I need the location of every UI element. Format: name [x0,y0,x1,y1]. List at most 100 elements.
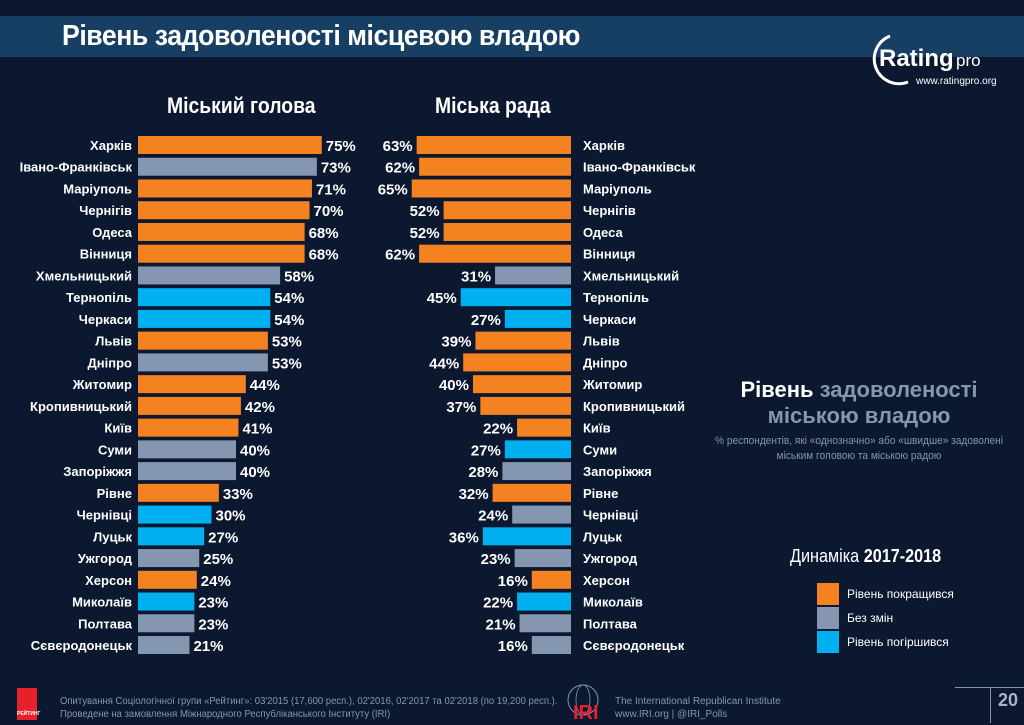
mayor-bar [138,462,236,481]
iri-info: The International Republican Institute w… [615,695,781,721]
mayor-bar [138,396,241,415]
council-category-label: Житомир [582,377,642,392]
mayor-category-label: Київ [104,421,132,436]
council-value-label: 52% [410,225,440,242]
legend-item-improved: Рівень покращився [817,583,954,605]
rating-logo-text: РЕЙТИНГ [17,711,41,717]
council-bar [502,462,571,481]
council-category-label: Маріуполь [583,181,652,196]
mayor-value-label: 21% [193,638,223,655]
council-chart-title: Міська рада [435,93,551,118]
mayor-category-label: Запоріжжя [63,464,132,479]
council-bar [475,331,571,350]
council-category-label: Сєвєродонецьк [583,638,685,653]
council-bar [482,527,571,546]
council-value-label: 21% [486,616,516,633]
svg-text:Rating: Rating [879,45,954,72]
council-value-label: 45% [427,290,457,307]
council-value-label: 27% [471,312,501,329]
side-subtitle-line2: міським головою та міською радою [776,450,942,462]
council-value-label: 32% [459,486,489,503]
council-bar [419,244,571,263]
council-bar [480,396,571,415]
council-bar [492,483,571,502]
side-title-rest2: міською владою [767,403,951,428]
mayor-value-label: 68% [309,247,339,264]
council-category-label: Миколаїв [583,595,643,610]
mayor-category-label: Харків [90,138,132,153]
mayor-category-label: Миколаїв [72,595,132,610]
mayor-category-label: Дніпро [88,355,133,370]
council-category-label: Чернівці [583,508,638,523]
council-category-label: Тернопіль [583,290,649,305]
council-category-label: Дніпро [583,355,628,370]
mayor-category-label: Кропивницький [30,399,132,414]
council-bar [531,570,571,589]
council-value-label: 36% [449,529,479,546]
mayor-value-label: 27% [208,529,238,546]
mayor-bar [138,201,310,220]
mayor-value-label: 24% [201,573,231,590]
mayor-category-label: Івано-Франківськ [20,160,133,175]
council-value-label: 65% [378,181,408,198]
council-value-label: 40% [439,377,469,394]
council-bar [512,505,571,524]
mayor-value-label: 53% [272,355,302,372]
side-subtitle-line1: % респондентів, які «однозначно» або «шв… [715,435,1003,447]
council-value-label: 63% [383,138,413,155]
mayor-category-label: Житомир [72,377,132,392]
council-category-label: Хмельницький [583,268,679,283]
mayor-bar [138,418,239,437]
mayor-bar [138,440,236,459]
mayor-bar [138,136,322,154]
side-title-rest1: задоволеності [819,377,978,402]
mayor-bar [138,353,268,372]
mayor-category-label: Чернівці [77,508,132,523]
council-category-label: Харків [583,138,625,153]
council-bar [460,288,571,307]
mayor-value-label: 58% [284,268,314,285]
mayor-value-label: 75% [326,138,356,155]
council-category-label: Суми [583,442,617,457]
council-category-label: Луцьк [583,529,622,544]
council-category-label: Ужгород [583,551,638,566]
legend-swatch [817,583,839,605]
mayor-category-label: Вінниця [80,247,132,262]
legend-item-worsened: Рівень погіршився [817,631,949,653]
footer-line1: Опитування Соціологічної групи «Рейтинг»… [60,696,558,707]
council-value-label: 39% [441,334,471,351]
svg-text:pro: pro [956,51,981,70]
page-number: 20 [998,690,1019,710]
council-bar [504,440,571,459]
mayor-bar [138,222,305,241]
mayor-value-label: 33% [223,486,253,503]
mayor-bar [138,266,281,285]
legend-label: Рівень погіршився [847,635,949,649]
council-value-label: 28% [468,464,498,481]
mayor-value-label: 54% [274,312,304,329]
mayor-value-label: 70% [314,203,344,220]
mayor-value-label: 44% [250,377,280,394]
mayor-category-label: Луцьк [93,529,132,544]
council-category-label: Київ [583,421,611,436]
mayor-value-label: 30% [216,508,246,525]
council-value-label: 37% [446,399,476,416]
council-bar [473,375,571,394]
mayor-bar [138,592,195,611]
council-category-label: Херсон [583,573,630,588]
mayor-value-label: 25% [203,551,233,568]
iri-links[interactable]: www.IRI.org | @IRI_Polls [615,709,728,720]
mayor-category-label: Черкаси [79,312,132,327]
council-category-label: Полтава [583,616,638,631]
council-bar [443,222,571,241]
mayor-category-label: Ужгород [78,551,133,566]
mayor-bar [138,179,312,198]
side-subtitle: % респондентів, які «однозначно» або «шв… [704,434,1015,464]
mayor-category-label: Одеса [92,225,132,240]
council-category-label: Вінниця [583,247,635,262]
mayor-bar [138,244,305,263]
council-value-label: 16% [498,573,528,590]
council-bar [519,614,571,633]
mayor-bar [138,614,195,633]
page-title: Рівень задоволеності місцевою владою [62,20,580,52]
